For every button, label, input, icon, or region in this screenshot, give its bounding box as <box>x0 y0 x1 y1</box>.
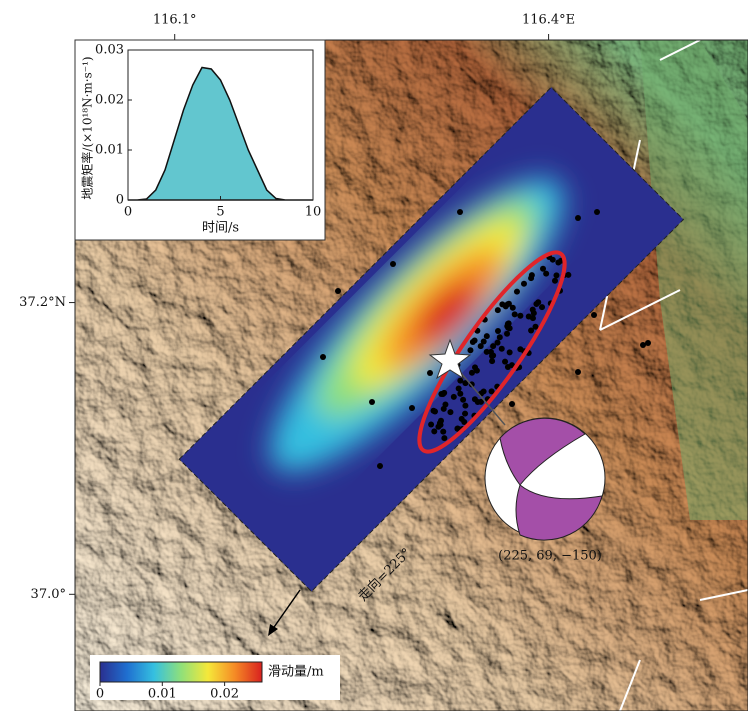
aftershock <box>507 349 513 355</box>
y-tick-label: 0.01 <box>95 143 124 158</box>
x-tick-label: 0 <box>124 205 132 220</box>
aftershock <box>431 428 437 434</box>
aftershock <box>509 401 515 407</box>
aftershock <box>505 321 511 327</box>
x-tick-label: 116.4°E <box>522 13 575 28</box>
aftershock <box>552 278 558 284</box>
colorbar-tick-label: 0 <box>96 687 104 702</box>
aftershock <box>427 370 433 376</box>
aftershock <box>451 394 457 400</box>
aftershock <box>377 463 383 469</box>
y-tick-label: 37.0° <box>31 587 66 602</box>
aftershock <box>594 209 600 215</box>
aftershock <box>467 347 473 353</box>
aftershock <box>320 354 326 360</box>
x-tick-label: 5 <box>216 205 224 220</box>
aftershock <box>369 399 375 405</box>
aftershock <box>543 271 549 277</box>
y-tick-label: 0 <box>116 193 124 208</box>
aftershock <box>472 396 478 402</box>
aftershock <box>432 409 438 415</box>
aftershock <box>489 358 495 364</box>
aftershock <box>530 307 536 313</box>
aftershock <box>514 289 520 295</box>
aftershock <box>495 328 501 334</box>
aftershock <box>460 397 466 403</box>
aftershock <box>521 281 527 287</box>
y-axis-label: 地震矩率/(×10¹⁸N·m·s⁻¹) <box>80 56 95 199</box>
aftershock <box>512 311 518 317</box>
aftershock <box>447 409 453 415</box>
aftershock <box>390 261 396 267</box>
aftershock <box>428 421 434 427</box>
aftershock <box>456 385 462 391</box>
aftershock <box>528 327 534 333</box>
aftershock <box>517 313 523 319</box>
aftershock <box>497 334 503 340</box>
aftershock <box>539 304 545 310</box>
aftershock <box>533 301 539 307</box>
aftershock <box>457 209 463 215</box>
aftershock <box>440 429 446 435</box>
x-tick-label: 116.1° <box>153 13 197 28</box>
aftershock <box>530 315 536 321</box>
colorbar-ramp <box>100 662 262 682</box>
aftershock <box>575 215 581 221</box>
aftershock <box>575 369 581 375</box>
aftershock <box>528 275 534 281</box>
aftershock <box>484 349 490 355</box>
aftershock <box>495 307 501 313</box>
aftershock <box>462 411 468 417</box>
aftershock <box>591 312 597 318</box>
aftershock <box>504 331 510 337</box>
y-tick-label: 0.03 <box>95 43 124 58</box>
aftershock <box>555 259 561 265</box>
aftershock <box>442 402 448 408</box>
aftershock <box>470 339 476 345</box>
aftershock <box>441 435 447 441</box>
aftershock <box>640 342 646 348</box>
aftershock <box>335 288 341 294</box>
aftershock <box>481 338 487 344</box>
aftershock <box>495 340 501 346</box>
x-tick-label: 10 <box>305 205 322 220</box>
y-tick-label: 37.2°N <box>19 295 66 310</box>
aftershock <box>502 359 508 365</box>
colorbar-tick-label: 0.02 <box>210 687 239 702</box>
colorbar-tick-label: 0.01 <box>148 687 177 702</box>
aftershock <box>435 424 441 430</box>
mechanism-label: (225, 69, −150) <box>498 549 602 564</box>
aftershock <box>462 403 468 409</box>
y-tick-label: 0.02 <box>95 93 124 108</box>
aftershock <box>553 272 559 278</box>
aftershock <box>540 266 546 272</box>
figure: (225, 69, −150) 走向=225° 滑动量/m00.010.02 1… <box>0 0 748 711</box>
aftershock <box>506 301 512 307</box>
aftershock <box>438 391 444 397</box>
aftershock <box>499 346 505 352</box>
aftershock <box>484 333 490 339</box>
aftershock <box>474 368 480 374</box>
aftershock <box>550 257 556 263</box>
aftershock <box>457 391 463 397</box>
colorbar-label: 滑动量/m <box>268 665 324 680</box>
x-axis-label: 时间/s <box>202 221 239 236</box>
aftershock <box>409 405 415 411</box>
